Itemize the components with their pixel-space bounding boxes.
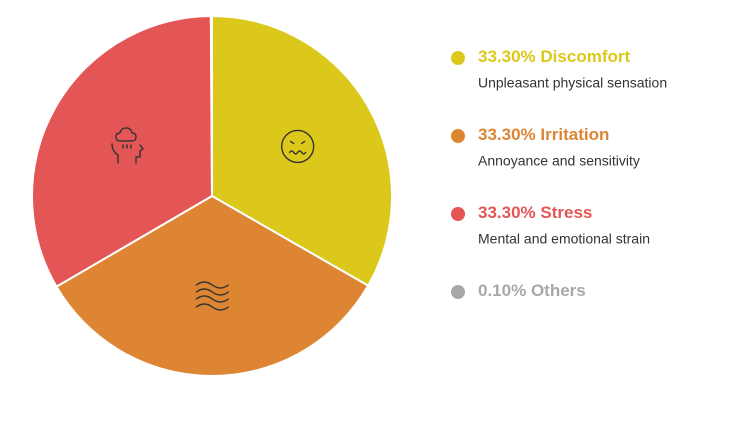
icon-part xyxy=(195,303,230,311)
legend-label: 33.30% Stress xyxy=(478,203,592,222)
value-label: 33.30% xyxy=(478,125,536,144)
icon-part xyxy=(195,288,230,296)
icon-part xyxy=(195,281,230,289)
category-name: Discomfort xyxy=(540,47,630,66)
pie-slice xyxy=(211,14,393,288)
category-name: Others xyxy=(531,281,586,300)
legend-dot xyxy=(451,129,465,143)
legend-description: Unpleasant physical sensation xyxy=(478,75,667,91)
pie-slice xyxy=(209,14,213,197)
legend-dot xyxy=(451,207,465,221)
pie-slice xyxy=(55,194,370,377)
category-name: Irritation xyxy=(540,125,609,144)
slice-icon xyxy=(280,129,315,164)
slice-icon xyxy=(111,127,144,164)
legend-label: 33.30% Irritation xyxy=(478,125,609,144)
value-label: 33.30% xyxy=(478,47,536,66)
legend-label: 33.30% Discomfort xyxy=(478,47,630,66)
icon-part xyxy=(115,127,137,149)
icon-part xyxy=(195,295,230,303)
legend-dot xyxy=(451,285,465,299)
icon-part xyxy=(280,129,315,164)
icon-part xyxy=(111,143,144,164)
value-label: 0.10% xyxy=(478,281,526,300)
icon-part xyxy=(288,140,307,155)
pie-slice xyxy=(31,14,214,289)
legend-description: Mental and emotional strain xyxy=(478,231,650,247)
slice-icon xyxy=(195,281,230,311)
category-name: Stress xyxy=(540,203,592,222)
legend-description: Annoyance and sensitivity xyxy=(478,153,640,169)
legend-label: 0.10% Others xyxy=(478,281,586,300)
legend-dot xyxy=(451,51,465,65)
value-label: 33.30% xyxy=(478,203,536,222)
